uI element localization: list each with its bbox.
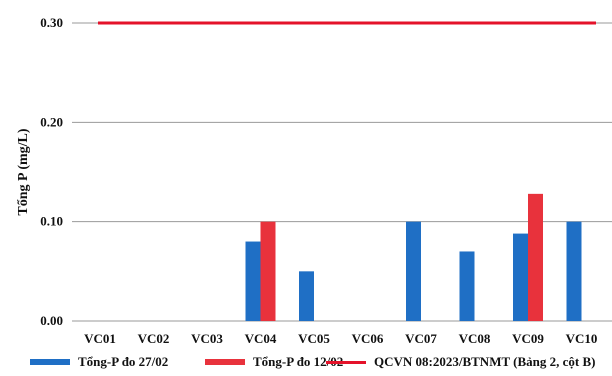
y-tick-label: 0.10 — [40, 214, 63, 229]
bar-series-1-vc08 — [459, 251, 475, 321]
x-tick-label: VC05 — [298, 331, 330, 346]
x-tick-label: VC04 — [245, 331, 277, 346]
legend-item-reference: QCVN 08:2023/BTNMT (Bảng 2, cột B) — [326, 351, 595, 373]
x-tick-label: VC01 — [84, 331, 116, 346]
bar-series-1-vc04 — [245, 241, 261, 321]
y-axis-label: Tổng P (mg/L) — [16, 128, 31, 215]
bar-series-1-vc10 — [566, 221, 582, 321]
x-tick-label: VC02 — [138, 331, 170, 346]
y-tick-label: 0.30 — [40, 15, 63, 30]
bar-series-2-vc09 — [528, 193, 543, 321]
legend-swatch-line — [326, 360, 366, 364]
y-tick-label: 0.20 — [40, 114, 63, 129]
x-axis-ticks: VC01 VC02 VC03 VC04 VC05 VC06 VC07 VC08 VC09 VC10 — [84, 331, 597, 346]
y-tick-label: 0.00 — [40, 313, 63, 328]
legend: Tổng-P đo 27/02 Tổng-P đo 12/02 QCVN 08:… — [30, 351, 612, 373]
x-tick-label: VC09 — [512, 331, 544, 346]
chart: 0.000.100.200.30 VC01 VC02 VC03 VC04 VC05 VC0… — [16, 15, 612, 346]
x-tick-label: VC10 — [566, 331, 598, 346]
legend-swatch-blue — [30, 359, 70, 365]
bar-series-1-vc07 — [406, 221, 421, 321]
x-tick-label: VC03 — [191, 331, 223, 346]
x-tick-label: VC07 — [405, 331, 437, 346]
legend-item-series-2: Tổng-P đo 12/02 — [205, 351, 343, 373]
legend-label: Tổng-P đo 27/02 — [78, 354, 169, 369]
x-tick-label: VC06 — [352, 331, 384, 346]
bars — [245, 193, 582, 321]
y-axis-ticks: 0.00 0.10 0.20 0.30 — [40, 15, 63, 328]
x-tick-label: VC08 — [459, 331, 491, 346]
legend-swatch-red — [205, 359, 245, 365]
legend-label: QCVN 08:2023/BTNMT (Bảng 2, cột B) — [374, 354, 596, 369]
legend-item-series-1: Tổng-P đo 27/02 — [30, 351, 168, 373]
bar-series-1-vc09 — [513, 233, 528, 321]
bar-series-2-vc04 — [260, 221, 276, 321]
bar-series-1-vc05 — [299, 271, 314, 321]
legend-label: Tổng-P đo 12/02 — [253, 354, 344, 369]
